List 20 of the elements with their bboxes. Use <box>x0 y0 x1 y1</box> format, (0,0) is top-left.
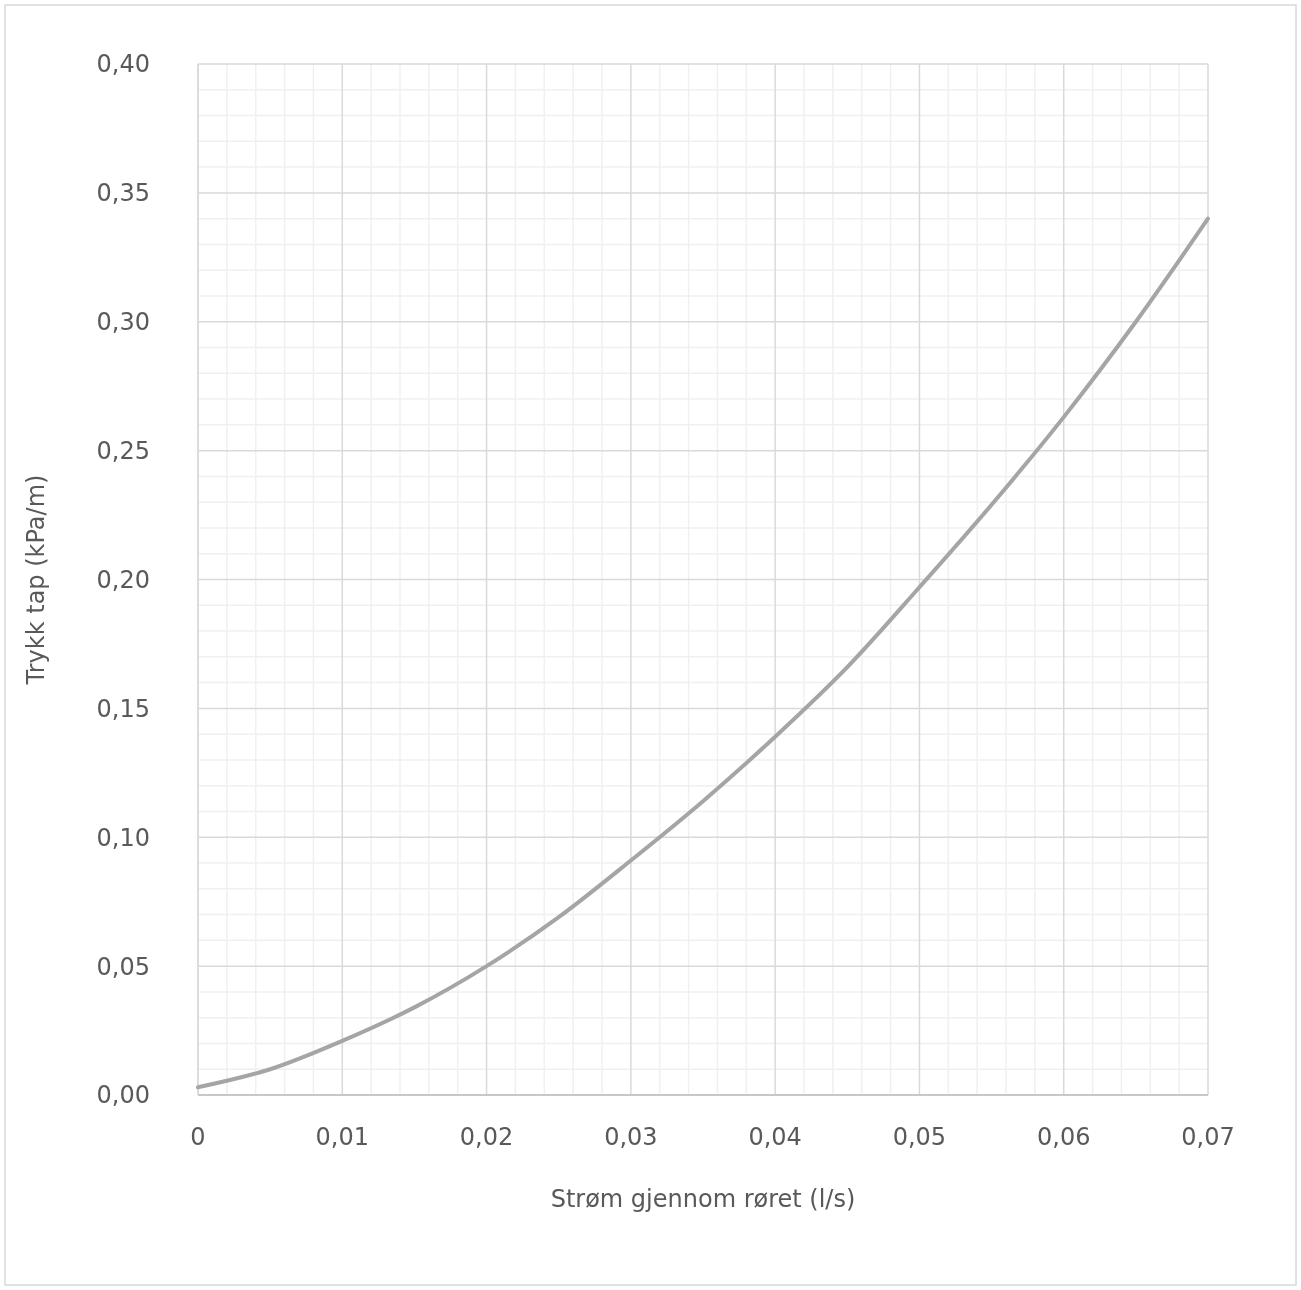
y-tick-label: 0,40 <box>96 50 150 79</box>
y-tick-label: 0,25 <box>96 437 150 466</box>
y-tick-label: 0,00 <box>96 1081 150 1110</box>
line-series <box>196 216 1210 1090</box>
y-tick-label: 0,35 <box>96 179 150 208</box>
y-tick-label: 0,10 <box>96 823 150 852</box>
x-axis-title: Strøm gjennom røret (l/s) <box>550 1185 856 1213</box>
x-tick-label: 0,05 <box>892 1123 947 1151</box>
x-tick-label: 0,06 <box>1037 1123 1091 1151</box>
x-tick-label: 0,04 <box>748 1123 802 1151</box>
y-tick-label: 0,30 <box>96 308 150 337</box>
y-tick-label: 0,05 <box>96 952 150 981</box>
x-tick-label: 0 <box>190 1123 206 1151</box>
x-tick-label: 0,01 <box>315 1123 369 1151</box>
x-tick-label: 0,03 <box>604 1123 658 1151</box>
y-tick-label: 0,15 <box>96 694 150 723</box>
y-tick-label: 0,20 <box>96 565 150 594</box>
x-tick-label: 0,02 <box>459 1123 514 1151</box>
x-tick-label: 0,07 <box>1181 1123 1235 1151</box>
y-axis-title: Trykk tap (kPa/m) <box>22 474 50 686</box>
